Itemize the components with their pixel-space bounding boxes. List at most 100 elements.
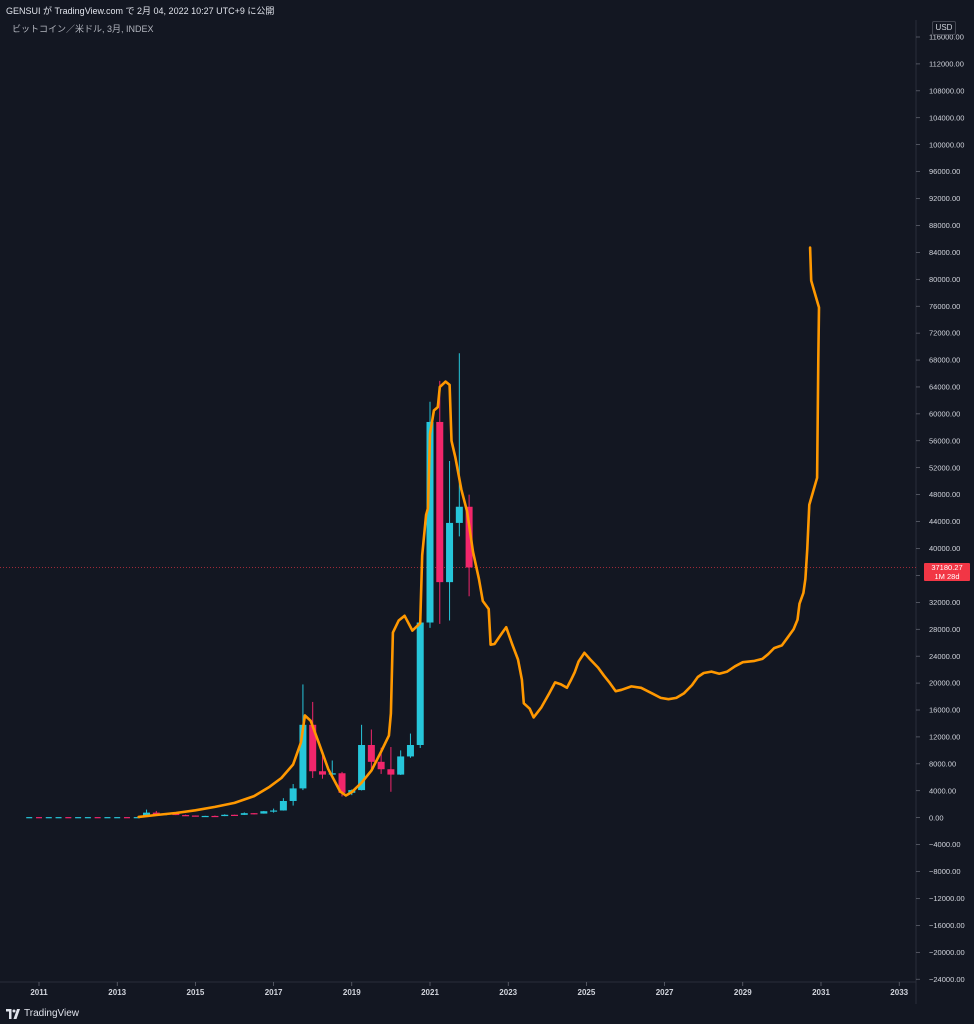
candle-flat <box>84 817 91 819</box>
candle-body <box>465 506 473 568</box>
y-tick-label: 112000.00 <box>929 60 964 69</box>
candle-body <box>358 744 366 791</box>
y-tick-label: 28000.00 <box>929 625 960 634</box>
y-tick-label: −24000.00 <box>929 975 965 984</box>
tradingview-logo-icon <box>6 1008 20 1019</box>
y-tick-label: 4000.00 <box>929 786 956 795</box>
candle-body <box>221 814 229 817</box>
y-tick-label: 104000.00 <box>929 113 964 122</box>
header-bar <box>0 0 974 20</box>
candle-flat <box>65 817 72 819</box>
candle-flat <box>36 817 42 819</box>
candle-body <box>436 421 444 583</box>
candle-body <box>338 773 346 793</box>
y-tick-label: 88000.00 <box>929 221 960 230</box>
y-tick-label: 12000.00 <box>929 733 960 742</box>
candle-body <box>318 771 326 775</box>
candlestick-series <box>26 353 473 819</box>
x-tick-label: 2023 <box>499 988 517 997</box>
y-tick-label: 20000.00 <box>929 679 960 688</box>
price-axis[interactable]: 116000.00 112000.00 108000.00 104000.00 1000… <box>916 33 965 984</box>
footer-bar <box>0 1004 974 1024</box>
x-tick-label: 2025 <box>578 988 596 997</box>
y-tick-label: 8000.00 <box>929 759 956 768</box>
candle-body <box>201 815 209 818</box>
candle-flat <box>133 817 140 819</box>
y-tick-label: −8000.00 <box>929 867 961 876</box>
candle-body <box>152 812 160 815</box>
candle-body <box>211 815 219 818</box>
x-tick-label: 2031 <box>812 988 830 997</box>
candle-body <box>426 421 434 623</box>
x-tick-label: 2011 <box>30 988 48 997</box>
y-tick-label: 76000.00 <box>929 302 960 311</box>
y-tick-label: 56000.00 <box>929 436 960 445</box>
candle-body <box>367 744 375 762</box>
bar-countdown: 1M 28d <box>934 572 960 581</box>
x-tick-label: 2017 <box>265 988 283 997</box>
x-tick-label: 2027 <box>656 988 674 997</box>
y-tick-label: 92000.00 <box>929 194 960 203</box>
x-tick-label: 2033 <box>890 988 908 997</box>
y-tick-label: 80000.00 <box>929 275 960 284</box>
y-tick-label: 44000.00 <box>929 517 960 526</box>
y-tick-label: −12000.00 <box>929 894 965 903</box>
y-tick-label: 40000.00 <box>929 544 960 553</box>
candle-flat <box>94 817 101 819</box>
tradingview-brand: TradingView <box>24 1008 80 1019</box>
y-tick-label: 16000.00 <box>929 706 960 715</box>
y-tick-label: 32000.00 <box>929 598 960 607</box>
candle-flat <box>75 817 82 819</box>
candle-flat <box>26 817 33 819</box>
candle-body <box>231 814 238 816</box>
candle-body <box>309 724 317 772</box>
candle-body <box>455 506 463 523</box>
candle-flat <box>55 817 62 819</box>
candle-body <box>250 813 258 815</box>
y-tick-label: 72000.00 <box>929 329 960 338</box>
y-tick-label: 24000.00 <box>929 652 960 661</box>
candle-body <box>270 810 278 812</box>
y-tick-label: 100000.00 <box>929 140 964 149</box>
current-price-value: 37180.27 <box>931 563 963 572</box>
x-tick-label: 2019 <box>343 988 361 997</box>
candle-body <box>289 788 297 801</box>
tradingview-logo[interactable]: TradingView <box>6 1008 79 1019</box>
publish-info: GENSUI が TradingView.com で 2月 04, 2022 1… <box>6 6 275 16</box>
current-price-badge: 37180.27 1M 28d <box>924 563 970 581</box>
x-tick-label: 2013 <box>108 988 126 997</box>
candle-body <box>299 724 307 789</box>
candle-body <box>446 522 454 583</box>
x-tick-label: 2029 <box>734 988 752 997</box>
y-tick-label: −20000.00 <box>929 948 965 957</box>
time-axis[interactable]: 2011 2013 2015 2017 2019 2021 2023 2025 2027 2029… <box>30 982 909 997</box>
y-tick-label: 0.00 <box>929 813 944 822</box>
y-tick-label: 84000.00 <box>929 248 960 257</box>
candle-body <box>397 756 405 775</box>
candle-body <box>377 761 385 770</box>
candle-flat <box>104 817 111 819</box>
y-tick-label: 108000.00 <box>929 86 964 95</box>
projection-line <box>137 246 821 819</box>
candle-flat <box>45 817 52 819</box>
candle-body <box>182 815 190 817</box>
y-tick-label: 52000.00 <box>929 463 960 472</box>
candle-flat <box>123 817 130 819</box>
candle-flat <box>114 817 121 819</box>
y-tick-label: 96000.00 <box>929 167 960 176</box>
candle-body <box>406 744 414 757</box>
candle-body <box>240 813 248 815</box>
candle-body <box>279 800 287 811</box>
y-tick-label: 60000.00 <box>929 409 960 418</box>
y-tick-label: 48000.00 <box>929 490 960 499</box>
x-tick-label: 2021 <box>421 988 439 997</box>
y-tick-label: −4000.00 <box>929 840 961 849</box>
y-tick-label: 116000.00 <box>929 33 964 42</box>
candle-body <box>416 622 424 745</box>
symbol-info[interactable]: ビットコイン／米ドル, 3月, INDEX <box>12 24 154 34</box>
candle-body <box>260 811 268 814</box>
candle-body <box>191 815 199 817</box>
currency-label[interactable]: USD <box>932 21 956 35</box>
candle-body <box>387 769 395 775</box>
